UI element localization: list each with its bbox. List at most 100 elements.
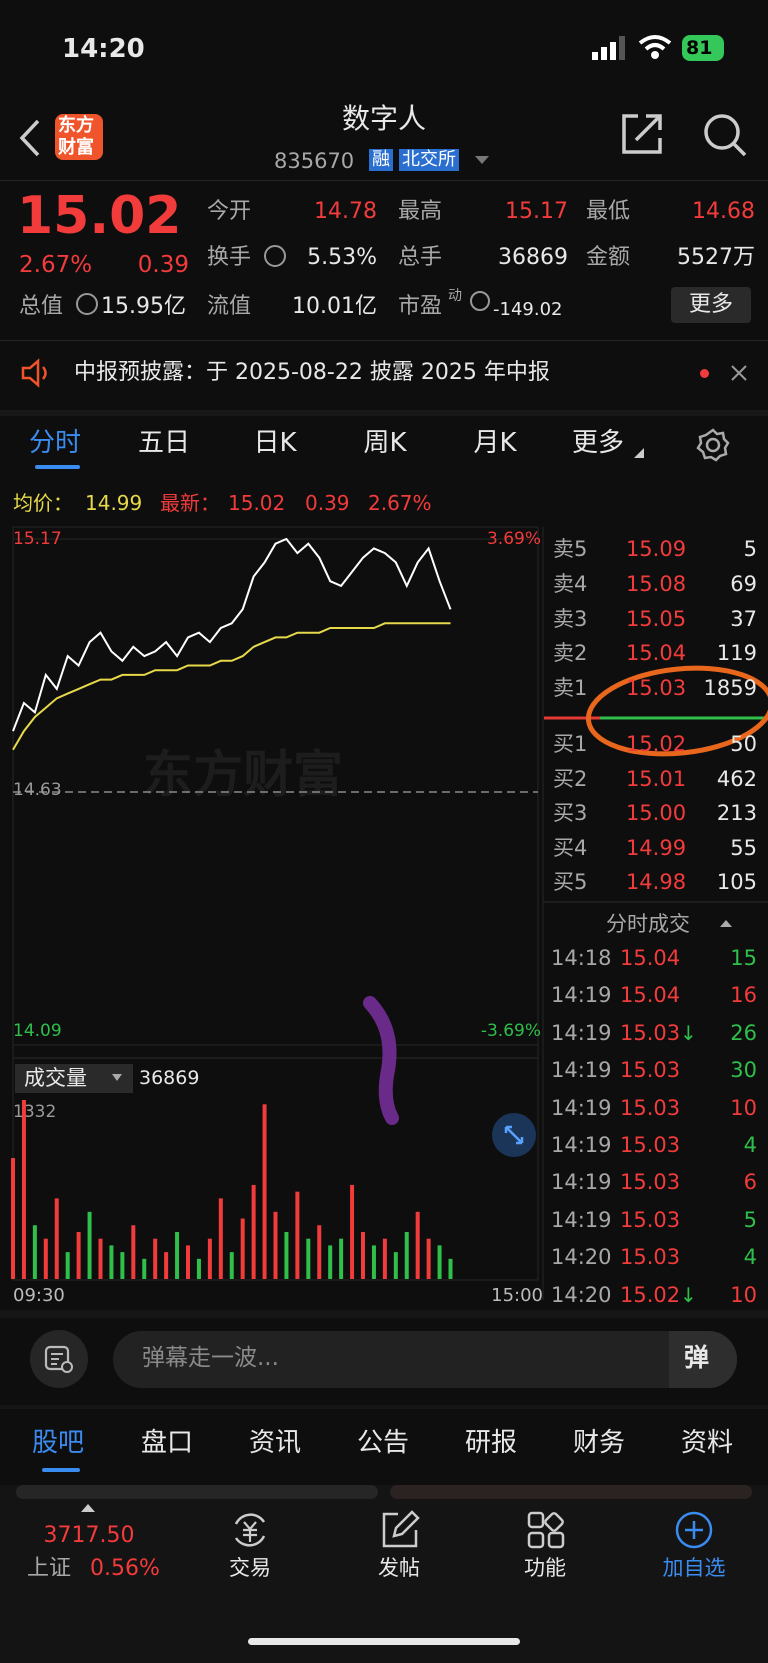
volume-bar: [393, 1252, 398, 1279]
function-icon: [527, 1511, 565, 1549]
book-price: 14.99: [625, 835, 687, 860]
battery-level: 81: [686, 37, 713, 59]
book-label: 卖5: [553, 537, 588, 561]
notice-text[interactable]: 中报预披露：于 2025-08-22 披露 2025 年中报: [74, 360, 550, 385]
caret: [634, 448, 644, 458]
trade-price: 15.03: [620, 1133, 681, 1157]
field-value: 10.01亿: [292, 294, 377, 319]
divider: [0, 180, 768, 181]
section-tab[interactable]: 公告: [356, 1428, 409, 1458]
book-label: 卖4: [553, 571, 588, 596]
watermark: 东方财富: [143, 746, 343, 804]
price-line: [12, 622, 451, 751]
more-button[interactable]: [671, 287, 751, 323]
nav-item[interactable]: 交易: [229, 1556, 271, 1580]
trade-time: 14:18: [551, 946, 612, 970]
section-tab[interactable]: 资料: [680, 1428, 733, 1458]
index-change[interactable]: 0.56%: [90, 1556, 160, 1581]
volume-bar: [65, 1252, 70, 1279]
stock-name: 数字人: [341, 102, 426, 135]
trade-volume: 10: [730, 1095, 757, 1120]
add-watch-icon: [675, 1511, 713, 1549]
chart-tab[interactable]: 分时: [28, 428, 81, 458]
section-tab[interactable]: 资讯: [248, 1428, 301, 1458]
book-label: 买5: [553, 870, 588, 895]
field-value: 14.78: [314, 199, 377, 224]
dropdown-caret[interactable]: [475, 156, 489, 166]
tag: 融: [369, 149, 393, 171]
trade-price: 15.04: [620, 983, 681, 1008]
field-label: 最高: [398, 199, 443, 224]
trade-volume: 16: [730, 983, 757, 1008]
volume-bar: [11, 1158, 15, 1279]
trades-title: 分时成交: [606, 912, 690, 936]
field-value: 36869: [498, 245, 568, 270]
caret[interactable]: [720, 920, 732, 928]
post-icon: [382, 1510, 420, 1548]
card-stub: [16, 1485, 378, 1499]
book-price: 15.09: [625, 537, 687, 561]
field-value: 14.68: [692, 199, 755, 224]
section-tab[interactable]: 财务: [572, 1428, 625, 1458]
wifi-icon: [638, 35, 672, 59]
search-button[interactable]: [702, 112, 748, 158]
section-tab[interactable]: 研报: [464, 1428, 517, 1458]
chart-tab[interactable]: 五日: [137, 428, 190, 458]
trade-price: 15.03: [620, 1245, 681, 1270]
volume-bar: [131, 1225, 136, 1279]
volume-total: 36869: [139, 1067, 200, 1089]
settings-button[interactable]: [696, 428, 730, 462]
back-button[interactable]: [18, 118, 42, 158]
book-label: 买1: [553, 732, 588, 756]
volume-bar: [218, 1198, 223, 1279]
chart-tab[interactable]: 日K: [253, 428, 297, 458]
book-price: 15.04: [625, 641, 687, 666]
volume-bar: [361, 1231, 365, 1279]
volume-bar: [109, 1245, 114, 1279]
info-icon[interactable]: [264, 245, 286, 267]
book-volume: 69: [730, 571, 757, 596]
book-price: 15.02: [625, 732, 687, 756]
nav-item[interactable]: 发帖: [378, 1556, 420, 1580]
section-tab[interactable]: 盘口: [140, 1428, 193, 1458]
index-value[interactable]: 3717.50: [43, 1523, 135, 1548]
volume-bar: [196, 1258, 201, 1279]
avg-label: 均价：: [13, 491, 73, 515]
trade-price: 15.02: [620, 1282, 681, 1307]
volume-bar: [426, 1238, 431, 1279]
volume-bar: [317, 1225, 322, 1279]
volume-bar: [415, 1211, 420, 1279]
danmaku-toggle[interactable]: [669, 1331, 737, 1388]
info-icon[interactable]: [470, 291, 490, 311]
comment-input[interactable]: [113, 1331, 737, 1388]
close-notice[interactable]: [731, 365, 747, 381]
nav-item[interactable]: 加自选: [662, 1556, 726, 1580]
volume-bar: [262, 1104, 267, 1279]
book-label: 买4: [553, 835, 588, 860]
chart-tab[interactable]: 月K: [473, 428, 517, 458]
section-tab[interactable]: 股吧: [31, 1428, 84, 1458]
volume-selector[interactable]: [15, 1064, 133, 1093]
book-price: 15.01: [625, 766, 687, 791]
book-price: 15.05: [625, 606, 687, 631]
chart-tab[interactable]: 周K: [363, 428, 407, 458]
volume-bar: [240, 1218, 245, 1279]
volume-bar: [87, 1211, 92, 1279]
field-label: 换手: [207, 245, 252, 270]
field-label: 市盈: [398, 294, 443, 319]
volume-bar: [207, 1238, 212, 1279]
home-indicator: [248, 1638, 520, 1645]
chart-tab[interactable]: 更多: [571, 428, 624, 458]
change: 0.39: [137, 252, 189, 278]
field-label: 流值: [207, 294, 252, 319]
nav-item[interactable]: 功能: [524, 1556, 566, 1580]
share-button[interactable]: [620, 112, 664, 156]
trade-volume: 5: [743, 1207, 757, 1232]
info-icon[interactable]: [76, 293, 98, 315]
last-label: 最新：: [160, 491, 220, 515]
volume-bar: [54, 1198, 59, 1279]
volume-bar: [371, 1245, 376, 1279]
index-name[interactable]: 上证: [27, 1556, 72, 1581]
trade-price: 15.03: [620, 1058, 681, 1083]
